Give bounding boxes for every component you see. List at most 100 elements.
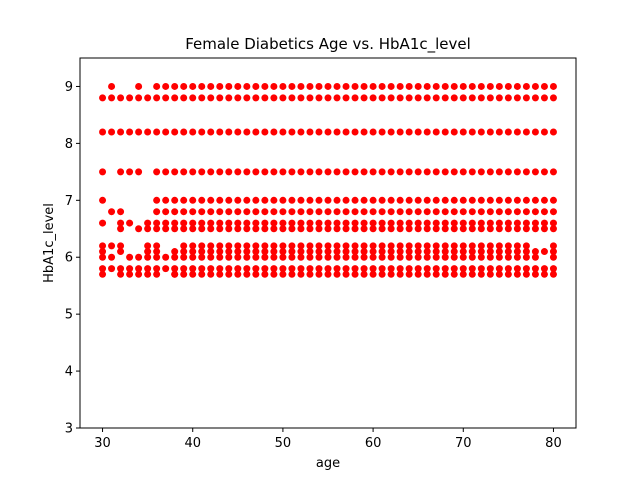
data-point <box>486 242 494 250</box>
data-point <box>522 225 530 233</box>
data-point <box>297 253 305 261</box>
data-point <box>243 219 251 227</box>
data-point <box>531 270 539 278</box>
data-point <box>378 94 386 102</box>
data-point <box>108 253 116 261</box>
data-point <box>306 248 314 256</box>
data-point <box>243 128 251 136</box>
data-point <box>288 248 296 256</box>
data-point <box>108 265 116 273</box>
data-point <box>216 94 224 102</box>
data-point <box>360 94 368 102</box>
data-point <box>531 265 539 273</box>
data-point <box>198 225 206 233</box>
x-tick-label: 30 <box>94 436 111 451</box>
data-point <box>351 225 359 233</box>
data-point <box>279 225 287 233</box>
data-point <box>495 82 503 90</box>
data-point <box>441 242 449 250</box>
data-point <box>441 168 449 176</box>
data-point <box>378 208 386 216</box>
y-tick-label: 7 <box>65 194 73 209</box>
data-point <box>261 94 269 102</box>
data-point <box>549 208 557 216</box>
data-point <box>405 168 413 176</box>
data-point <box>324 219 332 227</box>
data-point <box>459 82 467 90</box>
data-point <box>171 225 179 233</box>
data-point <box>198 219 206 227</box>
data-point <box>198 82 206 90</box>
data-point <box>486 208 494 216</box>
data-point <box>486 225 494 233</box>
data-point <box>198 208 206 216</box>
data-point <box>414 270 422 278</box>
y-tick-label: 4 <box>65 365 73 380</box>
data-point <box>549 242 557 250</box>
data-point <box>288 196 296 204</box>
data-point <box>351 242 359 250</box>
data-point <box>153 94 161 102</box>
data-point <box>117 270 125 278</box>
data-point <box>360 208 368 216</box>
data-point <box>189 82 197 90</box>
data-point <box>288 219 296 227</box>
data-point <box>162 168 170 176</box>
data-point <box>270 168 278 176</box>
data-point <box>468 196 476 204</box>
data-point <box>450 94 458 102</box>
data-point <box>234 253 242 261</box>
data-point <box>333 82 341 90</box>
data-point <box>261 208 269 216</box>
data-point <box>153 225 161 233</box>
data-point <box>333 196 341 204</box>
data-point <box>369 82 377 90</box>
data-point <box>459 168 467 176</box>
data-point <box>135 128 143 136</box>
data-point <box>99 219 107 227</box>
data-point <box>234 248 242 256</box>
data-point <box>423 168 431 176</box>
data-point <box>261 265 269 273</box>
data-point <box>225 208 233 216</box>
data-point <box>549 219 557 227</box>
data-point <box>234 94 242 102</box>
data-point <box>297 248 305 256</box>
data-point <box>549 168 557 176</box>
data-point <box>189 248 197 256</box>
data-point <box>360 196 368 204</box>
data-point <box>171 168 179 176</box>
data-point <box>441 219 449 227</box>
data-point <box>468 225 476 233</box>
data-point <box>423 219 431 227</box>
data-point <box>504 253 512 261</box>
data-point <box>207 82 215 90</box>
data-point <box>189 168 197 176</box>
data-point <box>513 242 521 250</box>
data-point <box>378 265 386 273</box>
data-point <box>342 248 350 256</box>
data-point <box>432 196 440 204</box>
data-point <box>387 196 395 204</box>
data-point <box>243 225 251 233</box>
data-point <box>252 82 260 90</box>
data-point <box>144 270 152 278</box>
data-point <box>270 242 278 250</box>
data-point <box>270 225 278 233</box>
data-point <box>495 168 503 176</box>
data-point <box>162 265 170 273</box>
data-point <box>207 253 215 261</box>
data-point <box>207 196 215 204</box>
data-point <box>252 208 260 216</box>
data-point <box>297 242 305 250</box>
data-point <box>441 208 449 216</box>
data-point <box>171 253 179 261</box>
data-point <box>162 208 170 216</box>
data-point <box>288 253 296 261</box>
data-point <box>387 270 395 278</box>
data-point <box>441 270 449 278</box>
data-point <box>297 168 305 176</box>
data-point <box>459 242 467 250</box>
data-point <box>423 253 431 261</box>
data-point <box>279 208 287 216</box>
